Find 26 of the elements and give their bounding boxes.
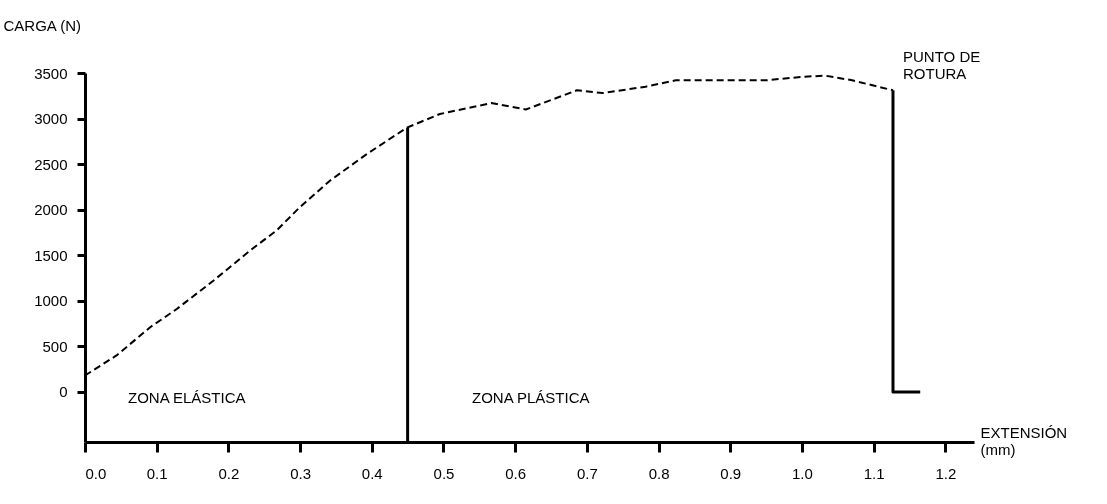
y-tick-label: 0 <box>59 383 68 401</box>
y-axis-title: CARGA (N) <box>3 16 82 34</box>
x-tick-label: 0.3 <box>290 464 312 482</box>
annotation: ZONA PLÁSTICA <box>472 389 590 406</box>
y-tick-label: 2000 <box>34 201 68 219</box>
x-tick-label: 1.2 <box>935 464 957 482</box>
y-tick-label: 3500 <box>34 64 68 82</box>
y-tick-label: 3000 <box>34 110 68 128</box>
x-tick-label: 0.9 <box>720 464 742 482</box>
x-tick-label: 0.5 <box>433 464 455 482</box>
annotation: PUNTO DE ROTURA <box>902 48 981 83</box>
annotation: ZONA ELÁSTICA <box>128 389 246 406</box>
x-tick-label: 0.1 <box>146 464 168 482</box>
x-tick-label: 1.1 <box>863 464 885 482</box>
x-tick-label: 0.8 <box>648 464 670 482</box>
y-tick-label: 1000 <box>34 292 68 310</box>
x-tick-label: 1.0 <box>792 464 813 482</box>
y-tick-label: 500 <box>42 337 68 355</box>
x-tick-label: 0.7 <box>576 464 598 482</box>
x-axis-title: EXTENSIÓN (mm) <box>980 423 1068 458</box>
y-tick-label: 1500 <box>34 246 68 264</box>
x-tick-label: 0.2 <box>218 464 240 482</box>
y-tick-label: 2500 <box>34 155 68 173</box>
x-tick-label: 0.6 <box>505 464 527 482</box>
x-tick-label: 0.4 <box>361 464 383 482</box>
x-tick-label: 0.0 <box>85 464 107 482</box>
